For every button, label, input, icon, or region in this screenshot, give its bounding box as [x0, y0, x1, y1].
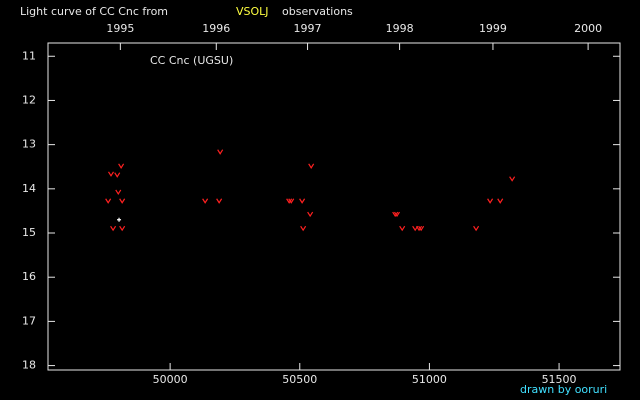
data-point [216, 198, 223, 204]
data-point [105, 198, 112, 204]
chart-title: Light curve of CC Cnc from [20, 5, 168, 18]
data-point [299, 198, 306, 204]
data-point [307, 211, 314, 218]
y-tick-label: 14 [22, 182, 36, 195]
x2-tick-label: 1995 [106, 22, 134, 35]
x-tick-label: 50500 [282, 373, 317, 386]
x2-tick-label: 1997 [294, 22, 322, 35]
x2-tick-label: 2000 [574, 22, 602, 35]
data-point [300, 225, 307, 232]
data-point [217, 149, 224, 155]
y-tick-label: 18 [22, 359, 36, 372]
data-point [110, 225, 117, 232]
data-point [288, 198, 295, 204]
x2-tick-label: 1999 [479, 22, 507, 35]
plot-frame [47, 42, 621, 371]
y-tick-label: 13 [22, 138, 36, 151]
data-point [115, 189, 122, 196]
y-tick-label: 12 [22, 93, 36, 106]
x-tick-label: 51000 [412, 373, 447, 386]
y-tick-label: 16 [22, 270, 36, 283]
x2-tick-label: 1996 [202, 22, 230, 35]
data-point [392, 211, 399, 218]
data-point [497, 198, 504, 204]
y-tick-label: 17 [22, 314, 36, 327]
chart-title-suffix: observations [282, 5, 353, 18]
data-point [416, 225, 423, 232]
data-point [202, 198, 209, 204]
data-point [114, 172, 121, 178]
credit: drawn by ooruri [520, 383, 607, 396]
data-point [399, 225, 406, 232]
chart-title-source: VSOLJ [236, 5, 269, 18]
data-point [118, 163, 125, 169]
x2-tick-label: 1998 [386, 22, 414, 35]
data-point [393, 211, 401, 218]
data-point [117, 217, 122, 222]
data-point [107, 171, 115, 177]
annotation: CC Cnc (UGSU) [150, 54, 233, 67]
data-point [286, 198, 293, 204]
data-point [487, 198, 494, 204]
x-tick-label: 50000 [153, 373, 188, 386]
data-point [473, 225, 480, 232]
y-tick-label: 11 [22, 49, 36, 62]
x-tick-label: 51500 [542, 373, 577, 386]
data-point [418, 225, 425, 232]
data-point [119, 225, 126, 232]
data-point [308, 163, 315, 169]
y-tick-label: 15 [22, 226, 36, 239]
data-point [509, 176, 516, 182]
data-point [119, 198, 126, 204]
